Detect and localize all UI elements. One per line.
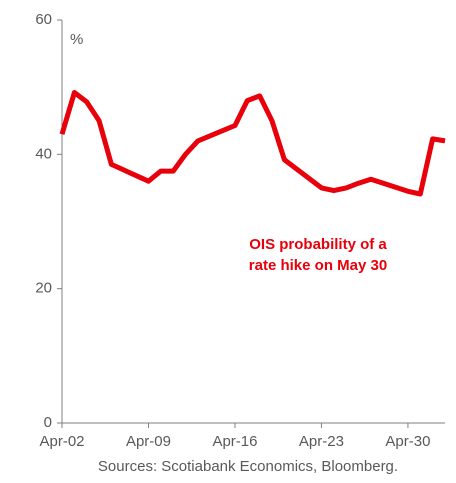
x-tick-label: Apr-09 [126,433,171,450]
annotation: rate hike on May 30 [249,257,387,274]
x-tick-label: Apr-02 [39,433,84,450]
source: Sources: Scotiabank Economics, Bloomberg… [98,458,398,475]
y-tick-label: 60 [35,11,52,28]
data-line [59,90,446,197]
x-tick-label: Apr-30 [385,433,430,450]
y-tick-label: 20 [35,280,52,297]
y-tick-label: 0 [44,414,52,431]
x-tick-label: Apr-16 [212,433,257,450]
unit-label: % [70,31,83,48]
y-tick-label: 40 [35,145,52,162]
annotation: OIS probability of a [249,236,387,253]
x-tick-label: Apr-23 [299,433,344,450]
